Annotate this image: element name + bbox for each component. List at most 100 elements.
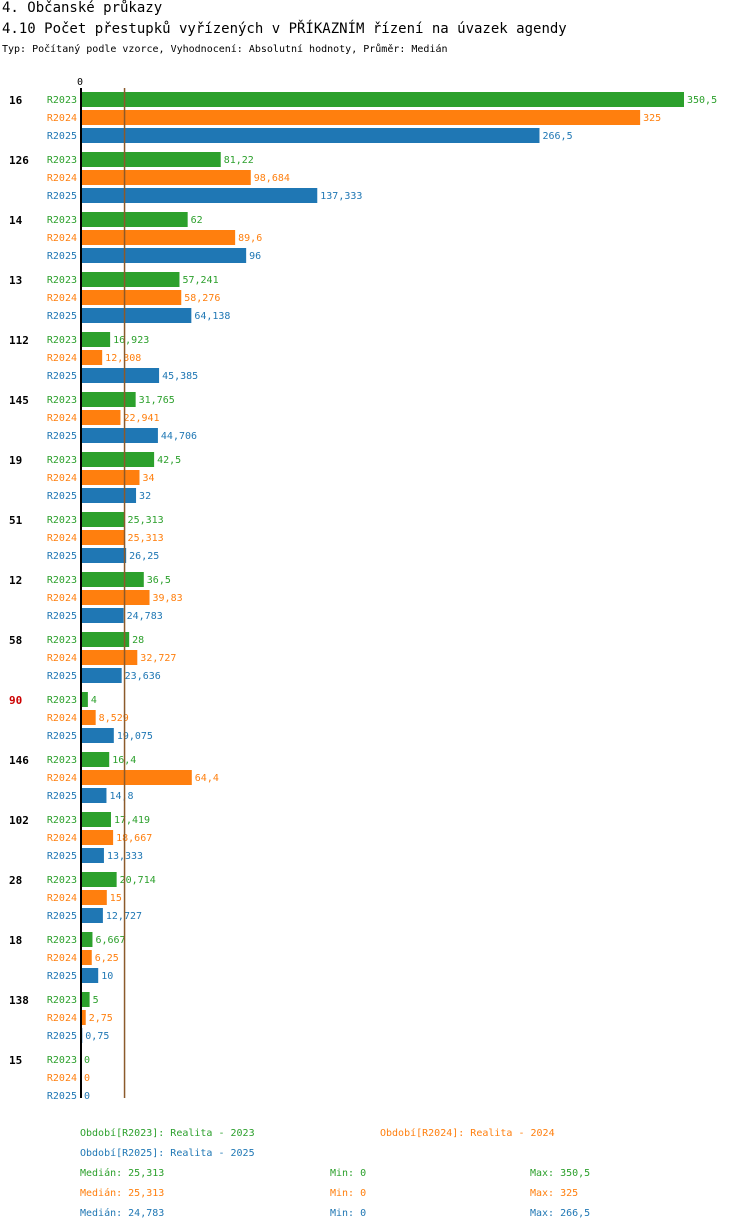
bar-r2023 [81,752,110,767]
series-label-r2024: R2024 [47,173,77,184]
legend-max-r2023: Max: 350,5 [530,1168,591,1179]
value-label: 64,138 [194,311,230,322]
value-label: 42,5 [157,455,181,466]
series-label-r2025: R2025 [47,431,77,442]
series-label-r2023: R2023 [47,995,77,1006]
group-label: 112 [9,334,29,347]
value-label: 22,941 [123,413,159,424]
bar-r2024 [81,890,107,905]
series-label-r2023: R2023 [47,515,77,526]
value-label: 14,8 [109,791,133,802]
bar-r2024 [81,650,138,665]
value-label: 18,667 [116,833,152,844]
value-label: 39,83 [153,593,183,604]
legend-min-r2023: Min: 0 [330,1168,367,1179]
bar-r2023 [81,392,136,407]
bar-r2024 [81,470,140,485]
value-label: 0,75 [85,1031,109,1042]
series-label-r2023: R2023 [47,95,77,106]
series-label-r2025: R2025 [47,1091,77,1102]
bar-r2023 [81,992,90,1007]
bar-r2023 [81,932,93,947]
bar-r2025 [81,188,318,203]
series-label-r2025: R2025 [47,731,77,742]
value-label: 98,684 [254,173,290,184]
bar-r2024 [81,590,150,605]
value-label: 25,313 [128,533,164,544]
value-label: 81,22 [224,155,254,166]
bar-r2023 [81,212,188,227]
value-label: 137,333 [320,191,362,202]
bar-r2025 [81,788,107,803]
value-label: 96 [249,251,261,262]
bar-r2025 [81,668,122,683]
bar-r2025 [81,968,99,983]
value-label: 20,714 [120,875,156,886]
value-label: 36,5 [147,575,171,586]
value-label: 5 [93,995,99,1006]
value-label: 64,4 [195,773,219,784]
legend-min-r2025: Min: 0 [330,1208,367,1219]
bar-r2024 [81,170,251,185]
value-label: 32,727 [140,653,176,664]
group-label: 145 [9,394,29,407]
bar-r2024 [81,530,125,545]
value-label: 89,6 [238,233,262,244]
value-label: 350,5 [687,95,717,106]
series-label-r2025: R2025 [47,1031,77,1042]
value-label: 16,923 [113,335,149,346]
bar-r2025 [81,248,247,263]
series-label-r2025: R2025 [47,611,77,622]
series-label-r2024: R2024 [47,233,77,244]
group-label: 138 [9,994,29,1007]
bar-r2023 [81,572,144,587]
value-label: 19,075 [117,731,153,742]
series-label-r2023: R2023 [47,155,77,166]
legend-median-r2025: Medián: 24,783 [80,1208,165,1219]
bar-r2025 [81,728,114,743]
value-label: 25,313 [128,515,164,526]
series-label-r2023: R2023 [47,335,77,346]
bar-r2023 [81,272,180,287]
value-label: 0 [84,1091,90,1102]
value-label: 12,308 [105,353,141,364]
value-label: 10 [101,971,113,982]
value-label: 17,419 [114,815,150,826]
series-label-r2023: R2023 [47,755,77,766]
legend-period-r2025: Období[R2025]: Realita - 2025 [80,1148,255,1159]
legend-max-r2024: Max: 325 [530,1188,579,1199]
bar-r2024 [81,710,96,725]
series-label-r2024: R2024 [47,293,77,304]
x-axis-zero-label: 0 [77,77,83,88]
group-label: 126 [9,154,29,167]
bar-r2024 [81,290,182,305]
bar-r2024 [81,410,121,425]
bar-r2023 [81,812,111,827]
series-label-r2023: R2023 [47,875,77,886]
bar-r2025 [81,908,103,923]
series-label-r2023: R2023 [47,395,77,406]
value-label: 58,276 [184,293,220,304]
value-label: 23,636 [125,671,161,682]
value-label: 57,241 [182,275,218,286]
series-label-r2025: R2025 [47,851,77,862]
group-label: 102 [9,814,29,827]
value-label: 32 [139,491,151,502]
chart-subtitle: Typ: Počítaný podle vzorce, Vyhodnocení:… [2,44,448,55]
series-label-r2024: R2024 [47,893,77,904]
series-label-r2025: R2025 [47,551,77,562]
series-label-r2023: R2023 [47,275,77,286]
value-label: 31,765 [139,395,175,406]
series-label-r2024: R2024 [47,1013,77,1024]
group-label: 51 [9,514,23,527]
legend-period-r2024: Období[R2024]: Realita - 2024 [380,1128,555,1139]
group-label: 28 [9,874,22,887]
group-label: 12 [9,574,22,587]
series-label-r2025: R2025 [47,371,77,382]
series-label-r2023: R2023 [47,1055,77,1066]
value-label: 4 [91,695,97,706]
bar-r2023 [81,92,684,107]
value-label: 44,706 [161,431,197,442]
group-label: 13 [9,274,22,287]
bar-r2023 [81,632,130,647]
